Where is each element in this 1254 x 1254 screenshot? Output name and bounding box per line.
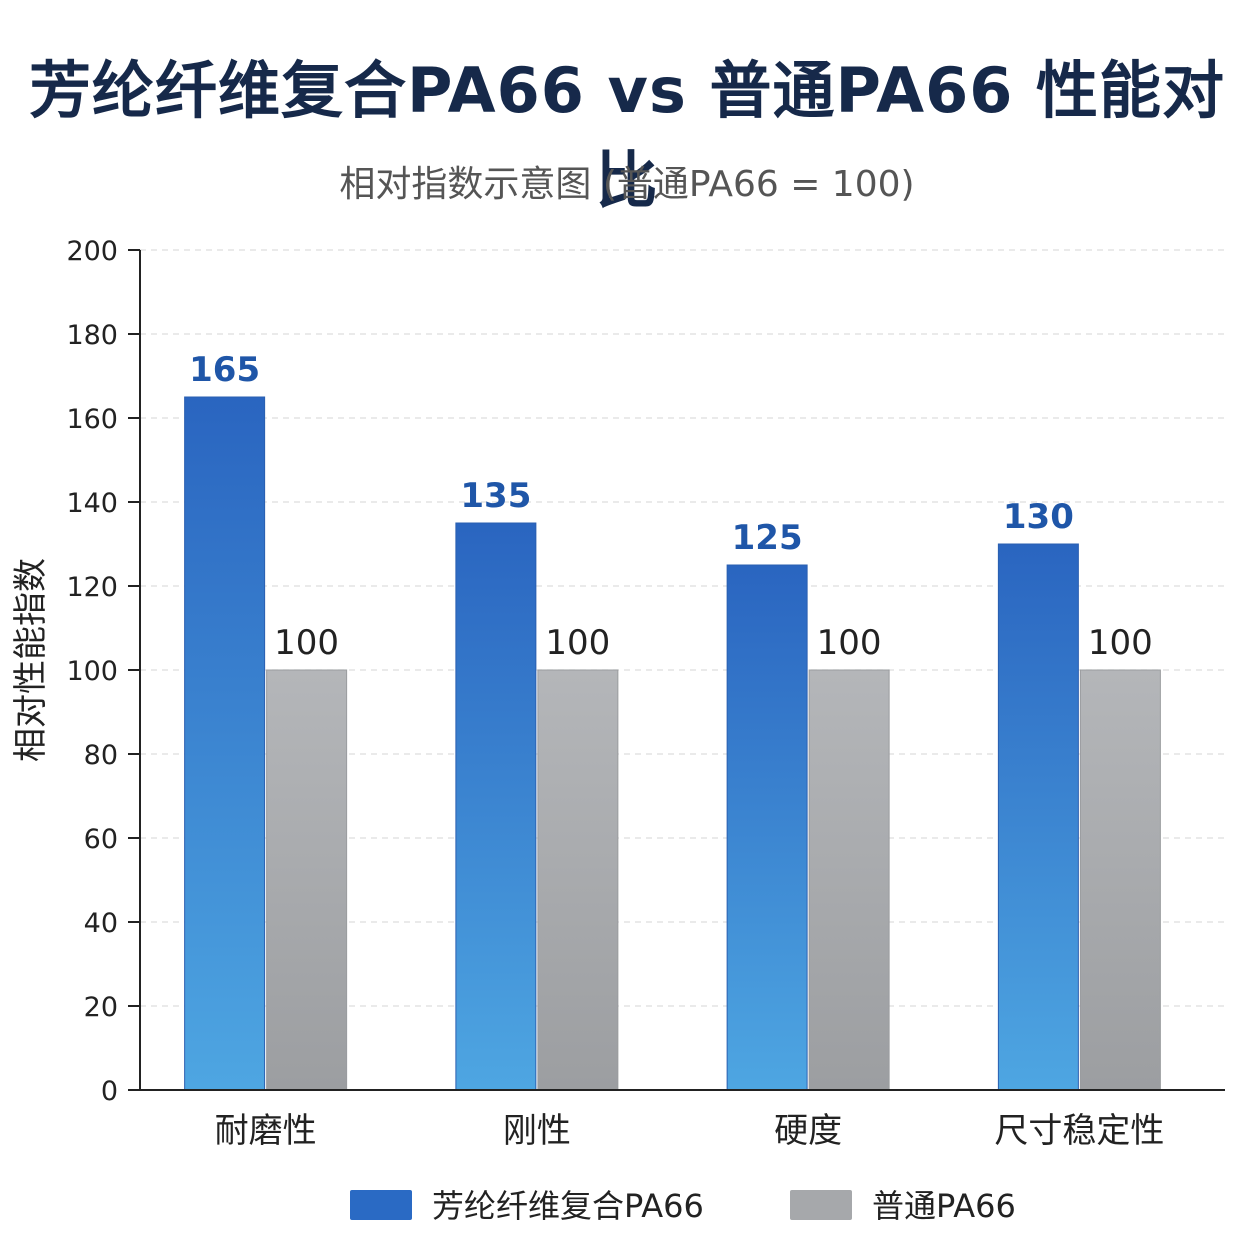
bar-composite-pa66 bbox=[997, 543, 1079, 1091]
chart-title: 芳纶纤维复合PA66 vs 普通PA66 性能对比 bbox=[28, 54, 1226, 217]
data-label: 100 bbox=[817, 623, 882, 663]
legend-label: 芳纶纤维复合PA66 bbox=[432, 1187, 704, 1225]
x-category-label: 尺寸稳定性 bbox=[994, 1111, 1164, 1151]
y-tick-label: 120 bbox=[66, 572, 118, 603]
data-label: 100 bbox=[1088, 623, 1153, 663]
chart-subtitle: 相对指数示意图 (普通PA66 = 100) bbox=[339, 164, 915, 205]
y-tick-label: 60 bbox=[84, 824, 118, 855]
y-tick-label: 80 bbox=[84, 740, 118, 771]
x-category-label: 耐磨性 bbox=[215, 1111, 317, 1151]
data-label: 165 bbox=[189, 350, 260, 390]
bar-standard-pa66 bbox=[537, 669, 619, 1091]
x-category-label: 刚性 bbox=[503, 1111, 571, 1151]
data-label: 125 bbox=[732, 518, 803, 558]
y-tick-label: 160 bbox=[66, 404, 118, 435]
bar-standard-pa66 bbox=[808, 669, 890, 1091]
legend-swatch-composite bbox=[350, 1190, 412, 1220]
y-tick-label: 200 bbox=[66, 236, 118, 267]
y-tick-label: 180 bbox=[66, 320, 118, 351]
bar-composite-pa66 bbox=[184, 396, 266, 1091]
bar-composite-pa66 bbox=[726, 564, 808, 1091]
bar-composite-pa66 bbox=[455, 522, 537, 1091]
bar-standard-pa66 bbox=[1079, 669, 1161, 1091]
y-tick-label: 20 bbox=[84, 992, 118, 1023]
y-tick-label: 140 bbox=[66, 488, 118, 519]
legend-label: 普通PA66 bbox=[872, 1187, 1016, 1225]
data-label: 135 bbox=[460, 476, 531, 516]
y-tick-label: 0 bbox=[101, 1076, 118, 1107]
y-axis-label: 相对性能指数 bbox=[11, 558, 51, 762]
y-tick-label: 100 bbox=[66, 656, 118, 687]
legend-swatch-standard bbox=[790, 1190, 852, 1220]
y-tick-label: 40 bbox=[84, 908, 118, 939]
data-label: 130 bbox=[1003, 497, 1074, 537]
data-label: 100 bbox=[545, 623, 610, 663]
x-category-label: 硬度 bbox=[774, 1111, 842, 1151]
bar-standard-pa66 bbox=[266, 669, 348, 1091]
data-label: 100 bbox=[274, 623, 339, 663]
